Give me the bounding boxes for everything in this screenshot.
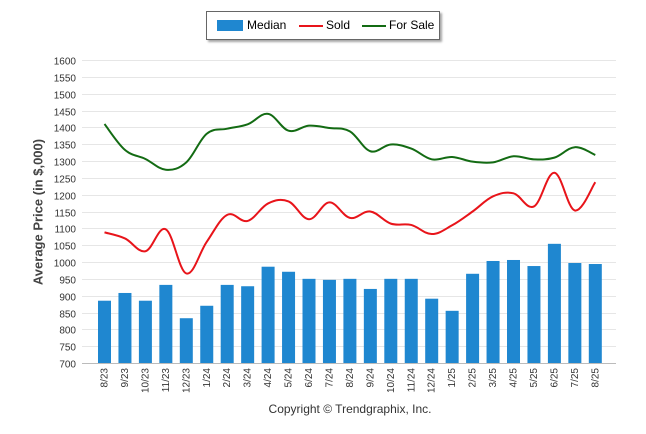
x-tick-label: 2/24 (222, 368, 233, 388)
median-bar (547, 243, 561, 363)
x-tick-label: 12/23 (181, 368, 192, 393)
x-tick-label: 4/25 (509, 368, 520, 388)
x-tick-label: 10/24 (386, 368, 397, 393)
median-bar (302, 278, 316, 363)
x-tick-label: 11/23 (161, 368, 172, 393)
median-bar (404, 278, 418, 363)
y-tick-label: 1550 (54, 74, 77, 85)
forsale-line (103, 112, 596, 171)
x-tick-label: 7/25 (570, 368, 581, 388)
y-tick-label: 1400 (54, 124, 77, 135)
median-bars (98, 243, 602, 363)
copyright-text: Copyright © Trendgraphix, Inc. (268, 402, 432, 416)
median-bar (261, 266, 275, 363)
median-bar (486, 260, 500, 363)
median-bar (527, 266, 541, 363)
x-tick-label: 8/24 (345, 368, 356, 388)
median-bar (241, 286, 255, 363)
x-tick-label: 2/25 (468, 368, 479, 388)
y-tick-label: 1050 (54, 242, 77, 253)
x-tick-label: 3/24 (243, 368, 254, 388)
x-tick-label: 7/24 (324, 368, 335, 388)
legend-median-swatch (217, 20, 243, 31)
legend-median-label: Median (247, 18, 287, 32)
y-tick-label: 1300 (54, 158, 77, 169)
y-tick-label: 1200 (54, 192, 77, 203)
legend-forsale-swatch (362, 25, 386, 27)
y-tick-label: 1150 (54, 209, 76, 220)
x-tick-label: 9/23 (120, 368, 131, 388)
forsale-series (103, 112, 596, 171)
x-tick-label: 4/24 (263, 368, 274, 388)
legend-sold-label: Sold (326, 18, 351, 32)
median-bar (159, 284, 173, 363)
median-bar (322, 279, 336, 363)
x-tick-label: 8/23 (100, 368, 111, 388)
x-tick-label: 11/24 (406, 368, 417, 393)
x-axis-ticks: 8/23 9/23 10/23 11/23 12/23 1/24 2/24 3/24 4/24 5… (100, 368, 602, 393)
y-tick-label: 1000 (54, 259, 77, 270)
y-axis-ticks: 700 750 800 850 900 950 1000 1050 1100 1150 1200 12… (54, 57, 77, 371)
x-tick-label: 5/24 (284, 368, 295, 388)
x-tick-label: 10/23 (140, 368, 151, 393)
x-tick-label: 8/25 (590, 368, 601, 388)
y-tick-label: 700 (59, 360, 76, 371)
x-tick-label: 3/25 (488, 368, 499, 388)
sold-series (104, 171, 597, 275)
y-tick-label: 1600 (54, 57, 77, 68)
median-bar (138, 300, 152, 363)
median-bar (466, 273, 480, 363)
median-bar (98, 300, 111, 363)
y-tick-label: 950 (59, 276, 76, 287)
x-tick-label: 6/24 (304, 368, 315, 388)
legend: Median Sold For Sale (206, 11, 440, 40)
x-tick-label: 1/25 (447, 368, 458, 388)
median-bar (282, 271, 296, 363)
median-bar (200, 305, 214, 363)
median-bar (445, 310, 459, 363)
y-tick-label: 1350 (54, 141, 77, 152)
median-bar (118, 292, 132, 363)
y-tick-label: 800 (59, 326, 76, 337)
x-tick-label: 1/24 (202, 368, 213, 388)
legend-forsale-label: For Sale (389, 18, 435, 32)
legend-sold-swatch (299, 25, 323, 27)
gridlines (82, 60, 616, 364)
y-axis-title: Average Price (in $,000) (30, 138, 46, 286)
x-tick-label: 9/24 (365, 368, 376, 388)
median-bar (568, 263, 582, 363)
x-tick-label: 12/24 (427, 368, 438, 393)
median-bar (343, 278, 357, 363)
sold-line (104, 171, 597, 275)
x-tick-label: 5/25 (529, 368, 540, 388)
y-tick-label: 1250 (54, 175, 77, 186)
median-bar (363, 288, 377, 363)
y-tick-label: 900 (59, 293, 76, 304)
y-tick-label: 750 (59, 343, 76, 354)
x-tick-label: 6/25 (549, 368, 560, 388)
median-bar (588, 264, 602, 363)
y-tick-label: 850 (59, 310, 76, 321)
y-tick-label: 1100 (54, 225, 76, 236)
median-bar (507, 259, 520, 363)
median-bar (220, 284, 234, 363)
y-tick-label: 1450 (54, 108, 77, 119)
y-tick-label: 1500 (54, 91, 77, 102)
median-bar (384, 278, 398, 363)
median-bar (179, 318, 193, 363)
median-bar (425, 298, 439, 363)
